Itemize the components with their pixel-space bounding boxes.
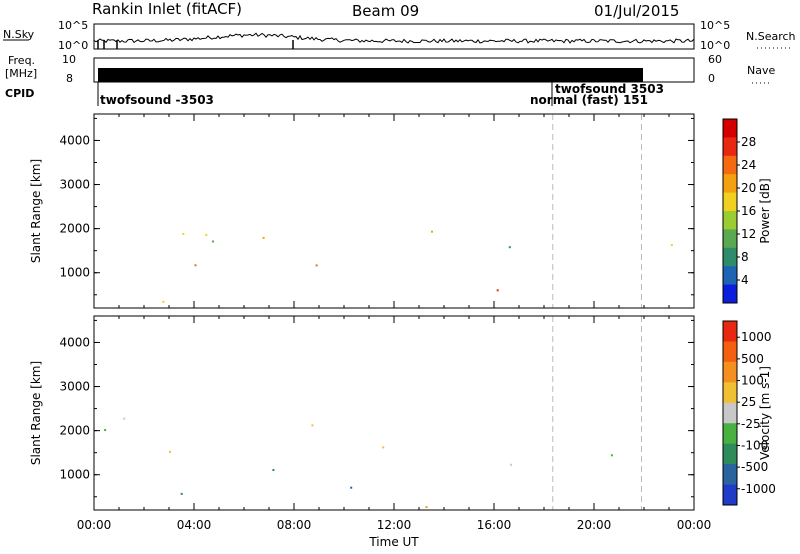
nsky-strip — [93, 23, 695, 50]
colorbar-swatch — [723, 361, 737, 383]
colorbar-tick-label: 20 — [741, 181, 756, 195]
colorbar-tick-label: 12 — [741, 227, 756, 241]
colorbar-swatch — [723, 174, 737, 194]
colorbar-tick-label: 1000 — [741, 330, 772, 344]
colorbar-tick-label: 500 — [741, 352, 764, 366]
colorbar-swatch — [723, 321, 737, 342]
colorbar-swatch — [723, 155, 737, 175]
x-tick-label: 04:00 — [177, 518, 212, 532]
y-tick-label: 4000 — [59, 335, 90, 349]
freq-tick-lo: 8 — [66, 72, 73, 85]
cpid-event-2: twofsound 3503 — [555, 82, 664, 96]
x-tick-label: 16:00 — [477, 518, 512, 532]
nave-tick-lo: 0 — [708, 72, 715, 85]
power-colorbar: 4 8 12 16 20 24 28 Power [dB] — [722, 118, 772, 304]
colorbar-swatch — [723, 443, 737, 465]
colorbar-tick-label: -500 — [741, 460, 768, 474]
colorbar-swatch — [723, 119, 737, 138]
colorbar-swatch — [723, 284, 737, 304]
beam-title: Beam 09 — [352, 2, 419, 20]
colorbar-swatch — [723, 464, 737, 486]
colorbar-swatch — [723, 192, 737, 212]
y-tick-label: 2000 — [59, 222, 90, 236]
colorbar-swatch — [723, 423, 737, 445]
colorbar-swatch — [723, 382, 737, 404]
x-tick-label: 00:00 — [677, 518, 712, 532]
colorbar-tick-label: 25 — [741, 395, 756, 409]
colorbar-swatch — [723, 137, 737, 157]
freq-tick-hi: 10 — [62, 53, 76, 66]
nsearch-label: N.Search — [746, 30, 796, 43]
colorbar-swatch — [723, 341, 737, 363]
colorbar-tick-label: 8 — [741, 250, 749, 264]
colorbar-label: Velocity [m s-1] — [758, 366, 772, 460]
nave-bar — [98, 68, 643, 82]
x-tick-label: 12:00 — [377, 518, 412, 532]
nsky-tick-lo: 10^0 — [58, 39, 88, 52]
colorbar-swatch — [723, 229, 737, 249]
velocity-cells — [104, 417, 613, 509]
x-axis-label: Time UT — [368, 535, 419, 549]
y-tick-label: 2000 — [59, 424, 90, 438]
y-tick-label: 3000 — [59, 380, 90, 394]
y-tick-label: 1000 — [59, 266, 90, 280]
y-tick-label: 1000 — [59, 468, 90, 482]
y-axis-label: Slant Range [km] — [29, 361, 43, 465]
colorbar-tick-label: 28 — [741, 135, 756, 149]
nsky-tick-hi: 10^5 — [58, 19, 88, 32]
colorbar-tick-label: -1000 — [741, 482, 776, 496]
nave-label: Nave — [747, 64, 775, 77]
power-cells — [162, 230, 673, 303]
x-tick-label: 00:00 — [77, 518, 112, 532]
cpid-event-3: normal (fast) 151 — [530, 93, 648, 107]
colorbar-tick-label: 4 — [741, 273, 749, 287]
y-tick-label: 4000 — [59, 133, 90, 147]
power-panel: 1000 2000 3000 4000 Slant Range [km] 4 8 12 16 20… — [29, 113, 772, 309]
x-tick-label: 20:00 — [577, 518, 612, 532]
colorbar-tick-label: -100 — [741, 438, 768, 452]
y-tick-label: 3000 — [59, 178, 90, 192]
colorbar-swatch — [723, 484, 737, 506]
nsky-line — [93, 32, 695, 44]
station-title: Rankin Inlet (fitACF) — [92, 0, 242, 18]
colorbar-swatch — [723, 402, 737, 424]
colorbar-tick-label: 16 — [741, 204, 756, 218]
date-title: 01/Jul/2015 — [594, 2, 679, 20]
power-frame — [93, 113, 695, 309]
x-tick-label: 08:00 — [277, 518, 312, 532]
colorbar-swatch — [723, 211, 737, 230]
colorbar-label: Power [dB] — [758, 178, 772, 243]
nsearch-tick-lo: 10^0 — [700, 39, 730, 52]
colorbar-swatch — [723, 266, 737, 286]
cpid-event-1: twofsound -3503 — [100, 93, 214, 107]
nsky-label: N.Sky — [3, 28, 35, 41]
colorbar-tick-label: 100 — [741, 374, 764, 388]
velocity-colorbar: 1000 500 100 25 -25 -100 -500 -1000 Velocity [m … — [722, 320, 776, 506]
colorbar-tick-label: 24 — [741, 158, 756, 172]
freq-label-2: [MHz] — [5, 67, 37, 80]
y-axis-label: Slant Range [km] — [29, 159, 43, 263]
colorbar-frame — [722, 320, 738, 506]
colorbar-swatch — [723, 247, 737, 267]
nsearch-tick-hi: 10^5 — [700, 19, 730, 32]
cpid-label: CPID — [5, 87, 34, 100]
nave-tick-hi: 60 — [708, 53, 722, 66]
velocity-frame — [93, 315, 695, 511]
freq-label-1: Freq. — [8, 54, 35, 67]
nsky-trace — [93, 32, 695, 49]
colorbar-tick-label: -25 — [741, 417, 761, 431]
